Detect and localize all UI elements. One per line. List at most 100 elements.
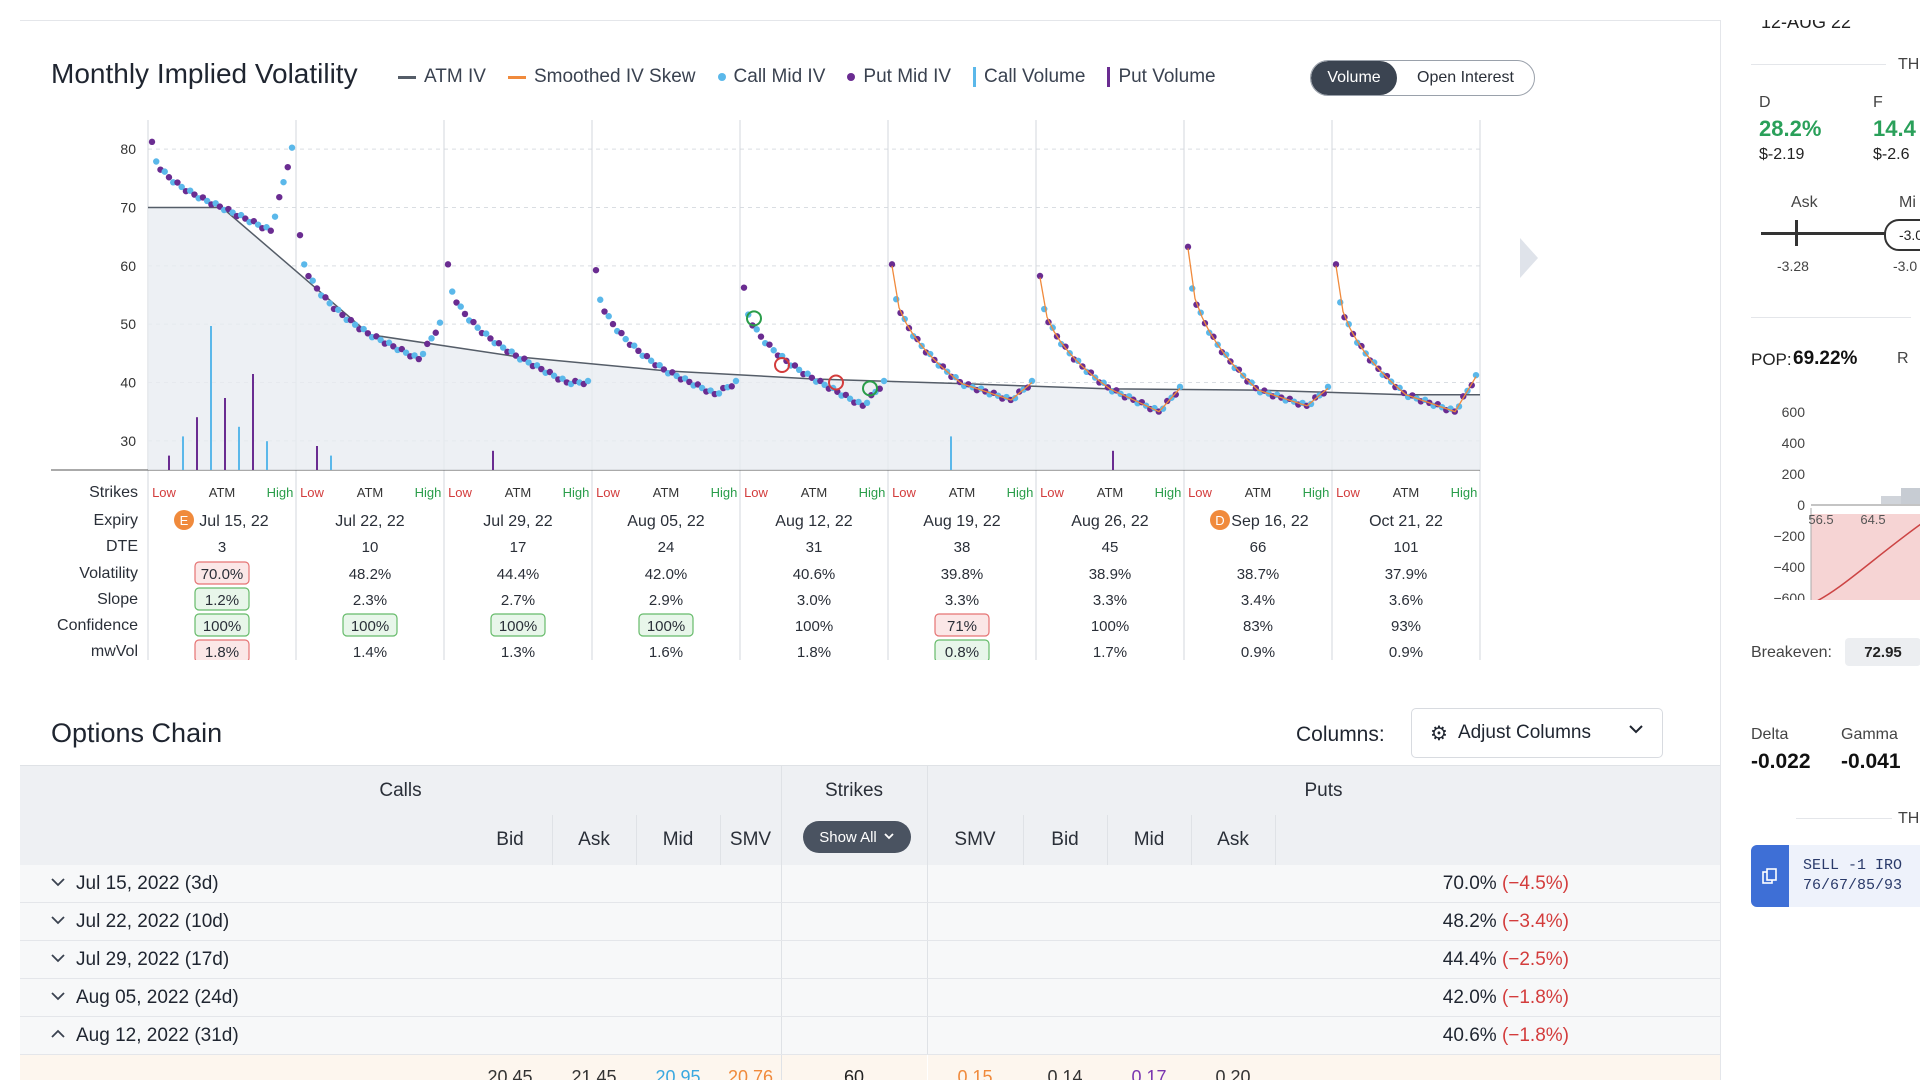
- main-panel: Monthly Implied Volatility ATM IV Smooth…: [20, 20, 1720, 1080]
- trade-order-card[interactable]: SELL -1 IRO 76/67/85/93: [1751, 845, 1920, 907]
- call-mid-iv-point: [203, 197, 211, 205]
- put-mid-iv-point: [740, 284, 748, 291]
- put-mid-iv-point: [1383, 372, 1391, 380]
- pnl-y-tick: 600: [1782, 404, 1806, 420]
- call-mid-iv-point: [161, 168, 168, 175]
- breakeven-label: Breakeven:: [1751, 644, 1832, 661]
- expiry-skew-group: [888, 261, 1036, 404]
- metric-value-volatility: 70.0%: [201, 566, 244, 583]
- pnl-y-tick: 0: [1797, 497, 1805, 513]
- legend-label: Put Volume: [1118, 66, 1216, 87]
- put-ask[interactable]: 0.20: [1215, 1067, 1251, 1080]
- mid-price-handle[interactable]: -3.0: [1884, 219, 1920, 251]
- call-mid-iv-point: [280, 178, 287, 186]
- call-mid-iv-point: [334, 306, 342, 313]
- col-call-mid[interactable]: Mid: [662, 829, 694, 850]
- col-put-smv[interactable]: SMV: [954, 829, 996, 850]
- expiry-row-aug12[interactable]: Aug 12, 2022 (31d) 40.6% (−1.8%): [20, 1017, 1720, 1055]
- call-volume-bar: [182, 436, 184, 470]
- call-mid-iv-point: [821, 381, 828, 389]
- expiry-row-iv: 44.4% (−2.5%): [1442, 949, 1569, 970]
- col-call-bid[interactable]: Bid: [496, 829, 524, 850]
- col-put-mid[interactable]: Mid: [1133, 829, 1165, 850]
- call-ask[interactable]: 21.45: [571, 1067, 617, 1080]
- r-label: R: [1897, 350, 1909, 367]
- call-bid[interactable]: 20.45: [487, 1067, 533, 1080]
- legend-atm-iv[interactable]: ATM IV: [398, 66, 486, 88]
- legend-call-volume[interactable]: Call Volume: [973, 66, 1085, 88]
- call-volume-bar: [210, 326, 212, 470]
- metric-value-slope: 1.2%: [205, 592, 239, 609]
- toggle-open-interest[interactable]: Open Interest: [1417, 69, 1514, 86]
- put-mid-iv-point: [1332, 261, 1340, 268]
- col-put-bid[interactable]: Bid: [1051, 829, 1079, 850]
- put-mid-iv-point: [373, 333, 380, 340]
- legend-call-mid-iv[interactable]: Call Mid IV: [717, 66, 825, 88]
- expiry-row-jul29[interactable]: Jul 29, 2022 (17d) 44.4% (−2.5%): [20, 941, 1720, 979]
- call-mid-iv-point: [229, 209, 236, 216]
- chevron-down-icon: [883, 829, 895, 846]
- order-line-2: 76/67/85/93: [1803, 877, 1903, 894]
- call-mid-iv-point: [1396, 384, 1403, 392]
- expiry-row-aug05[interactable]: Aug 05, 2022 (24d) 42.0% (−1.8%): [20, 979, 1720, 1017]
- toggle-volume[interactable]: Volume: [1311, 61, 1397, 95]
- pnl-loss-area: [1811, 514, 1920, 600]
- call-mid-iv-point: [301, 261, 308, 268]
- expiry-row-iv: 40.6% (−1.8%): [1442, 1025, 1569, 1046]
- put-mid-iv-point: [347, 316, 355, 324]
- metric-value-volatility: 44.4%: [497, 566, 540, 583]
- pnl-y-tick: 200: [1782, 466, 1806, 482]
- metric-flag-box: [194, 613, 250, 637]
- metric-flag-box: [194, 639, 250, 660]
- put-mid-iv-point: [199, 194, 207, 201]
- legend-put-mid-iv[interactable]: Put Mid IV: [847, 66, 951, 88]
- legend-smoothed-iv-skew[interactable]: Smoothed IV Skew: [507, 66, 696, 88]
- legend-swatch: [973, 67, 977, 87]
- put-mid-iv-point: [546, 368, 554, 376]
- breakeven-value: 72.95: [1845, 638, 1920, 666]
- col-call-ask[interactable]: Ask: [578, 829, 610, 850]
- expiry-row-jul15[interactable]: Jul 15, 2022 (3d) 70.0% (−4.5%): [20, 865, 1720, 903]
- put-mid-iv-point: [174, 179, 181, 186]
- call-mid[interactable]: 20.95: [655, 1067, 701, 1080]
- price-slider-track[interactable]: [1761, 232, 1911, 235]
- put-mid-iv-point: [643, 352, 651, 360]
- col-put-ask[interactable]: Ask: [1217, 829, 1249, 850]
- put-mid-iv-point: [470, 318, 477, 326]
- metric-value-confidence: 100%: [499, 618, 537, 635]
- legend-put-volume[interactable]: Put Volume: [1107, 66, 1216, 88]
- metric-value-volatility: 39.8%: [941, 566, 984, 583]
- metric-value-volatility: 40.6%: [793, 566, 836, 583]
- put-mid[interactable]: 0.17: [1131, 1067, 1167, 1080]
- put-mid-iv-point: [694, 381, 702, 388]
- col-call-smv[interactable]: SMV: [729, 829, 772, 850]
- put-mid-iv-point: [669, 369, 676, 376]
- metric-value-confidence: 100%: [1091, 618, 1129, 635]
- metric-label-confidence: Confidence: [57, 617, 138, 634]
- option-row-strike-60[interactable]: 20.45 21.45 20.95 20.76 60 0.15 0.14 0.1…: [20, 1055, 1720, 1080]
- put-bid[interactable]: 0.14: [1047, 1067, 1083, 1080]
- call-mid-iv-point: [707, 387, 714, 394]
- expiry-row-jul22[interactable]: Jul 22, 2022 (10d) 48.2% (−3.4%): [20, 903, 1720, 941]
- put-mid-iv-point: [635, 347, 642, 355]
- metric-label-slope: Slope: [97, 591, 138, 608]
- show-all-strikes-dropdown[interactable]: Show All: [803, 821, 911, 853]
- metric-value-mwvol: 1.3%: [501, 644, 535, 660]
- adjust-columns-button[interactable]: ⚙ Adjust Columns: [1411, 708, 1663, 758]
- ask-label: Ask: [1791, 194, 1818, 211]
- chevron-down-icon: [1628, 721, 1644, 742]
- delta-label: Delta: [1751, 726, 1789, 743]
- order-line-1: SELL -1 IRO: [1803, 857, 1903, 874]
- delta-value: -0.022: [1751, 750, 1811, 773]
- metric-value-confidence: 100%: [351, 618, 389, 635]
- metric-value-slope: 3.3%: [1093, 592, 1127, 609]
- strike-high-label: High: [1007, 485, 1034, 500]
- legend-swatch: [717, 73, 726, 81]
- legend-swatch: [1107, 67, 1111, 87]
- f-percent: 14.4: [1873, 116, 1916, 141]
- put-mid-iv-point: [453, 299, 460, 306]
- strike-low-label: Low: [448, 485, 472, 500]
- strike-high-label: High: [1303, 485, 1330, 500]
- call-mid-iv-point: [271, 213, 279, 220]
- put-mid-iv-point: [398, 345, 406, 353]
